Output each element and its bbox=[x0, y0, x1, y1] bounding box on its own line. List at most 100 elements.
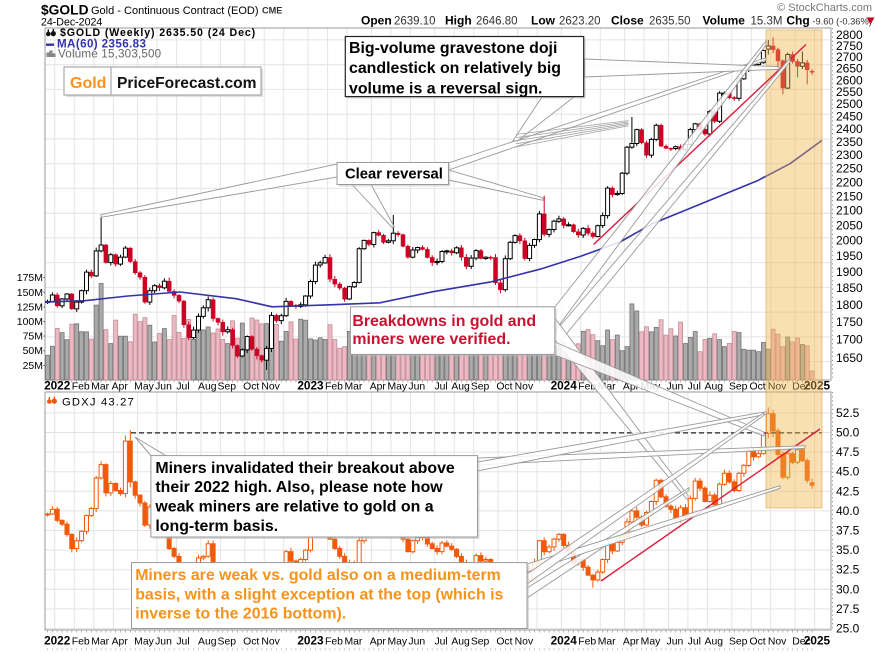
svg-text:Mar: Mar bbox=[344, 637, 362, 648]
svg-text:Feb: Feb bbox=[325, 382, 343, 393]
svg-text:Nov: Nov bbox=[261, 382, 280, 393]
svg-text:Nov: Nov bbox=[515, 382, 534, 393]
svg-text:Dec: Dec bbox=[792, 382, 810, 393]
svg-text:GDXJ 43.27: GDXJ 43.27 bbox=[62, 397, 135, 409]
svg-text:Feb: Feb bbox=[578, 382, 596, 393]
svg-text:15.3M: 15.3M bbox=[751, 16, 783, 28]
svg-text:Sep: Sep bbox=[218, 382, 237, 393]
svg-text:175M: 175M bbox=[17, 272, 43, 284]
svg-text:Apr: Apr bbox=[370, 637, 387, 648]
svg-text:Gold: Gold bbox=[70, 75, 106, 92]
svg-text:2022: 2022 bbox=[44, 379, 71, 393]
svg-text:2635.50: 2635.50 bbox=[649, 16, 691, 28]
svg-text:2639.10: 2639.10 bbox=[394, 16, 436, 28]
svg-text:Aug: Aug bbox=[198, 382, 217, 393]
svg-text:24-Dec-2024: 24-Dec-2024 bbox=[41, 17, 102, 29]
svg-text:Volume 15,303,500: Volume 15,303,500 bbox=[58, 48, 161, 61]
svg-text:2024: 2024 bbox=[551, 379, 578, 393]
svg-text:Big-volume gravestone doji: Big-volume gravestone doji bbox=[349, 40, 557, 57]
svg-text:2023: 2023 bbox=[297, 634, 324, 648]
svg-text:Jul: Jul bbox=[688, 382, 701, 393]
svg-text:long-term basis.: long-term basis. bbox=[155, 518, 278, 535]
svg-text:Sep: Sep bbox=[218, 637, 237, 648]
svg-text:Aug: Aug bbox=[705, 637, 724, 648]
svg-text:May: May bbox=[387, 637, 407, 648]
svg-text:Mar: Mar bbox=[91, 637, 109, 648]
svg-text:30.0: 30.0 bbox=[836, 582, 860, 596]
svg-text:45.0: 45.0 bbox=[836, 465, 860, 479]
svg-text:Apr: Apr bbox=[112, 637, 129, 648]
svg-text:Nov: Nov bbox=[261, 637, 280, 648]
svg-text:Aug: Aug bbox=[451, 382, 470, 393]
svg-text:1950: 1950 bbox=[836, 249, 863, 263]
svg-text:Oct: Oct bbox=[750, 637, 766, 648]
svg-text:Open: Open bbox=[361, 14, 392, 28]
svg-text:2623.20: 2623.20 bbox=[559, 16, 601, 28]
svg-text:inverse to the 2016 bottom).: inverse to the 2016 bottom). bbox=[135, 606, 346, 623]
svg-text:Nov: Nov bbox=[515, 637, 534, 648]
svg-text:25.0: 25.0 bbox=[836, 622, 860, 636]
svg-text:Aug: Aug bbox=[198, 637, 217, 648]
svg-text:candlestick on relatively big: candlestick on relatively big bbox=[349, 60, 561, 77]
svg-text:Jul: Jul bbox=[688, 637, 701, 648]
svg-text:1850: 1850 bbox=[836, 281, 863, 295]
svg-text:75M: 75M bbox=[23, 331, 43, 343]
svg-text:2000: 2000 bbox=[836, 233, 863, 247]
svg-text:42.5: 42.5 bbox=[836, 484, 860, 498]
svg-text:2750: 2750 bbox=[836, 39, 863, 53]
svg-text:47.5: 47.5 bbox=[836, 445, 860, 459]
svg-text:Chg: Chg bbox=[786, 14, 809, 28]
svg-text:Jun: Jun bbox=[155, 382, 172, 393]
svg-text:1800: 1800 bbox=[836, 298, 863, 312]
svg-text:Apr: Apr bbox=[623, 382, 640, 393]
svg-text:Miners invalidated their break: Miners invalidated their breakout above bbox=[155, 460, 455, 477]
svg-text:basis, with a slight exception: basis, with a slight exception at the to… bbox=[135, 587, 503, 604]
svg-text:Dec: Dec bbox=[792, 637, 810, 648]
svg-text:Sep: Sep bbox=[471, 637, 490, 648]
svg-text:150M: 150M bbox=[17, 287, 43, 299]
svg-text:2600: 2600 bbox=[836, 73, 863, 87]
svg-text:Volume: Volume bbox=[703, 14, 746, 28]
svg-text:2550: 2550 bbox=[836, 85, 863, 99]
svg-text:Low: Low bbox=[531, 14, 556, 28]
svg-text:2023: 2023 bbox=[297, 379, 324, 393]
svg-text:MA(60) 2356.83: MA(60) 2356.83 bbox=[57, 38, 147, 51]
svg-text:2025: 2025 bbox=[804, 634, 831, 648]
svg-text:Jul: Jul bbox=[176, 637, 189, 648]
svg-text:Nov: Nov bbox=[768, 382, 787, 393]
svg-text:2450: 2450 bbox=[836, 110, 863, 124]
svg-text:52.5: 52.5 bbox=[836, 406, 860, 420]
svg-text:May: May bbox=[641, 637, 661, 648]
svg-text:Jun: Jun bbox=[667, 637, 684, 648]
svg-text:2500: 2500 bbox=[836, 97, 863, 111]
svg-text:2024: 2024 bbox=[551, 634, 578, 648]
svg-text:1700: 1700 bbox=[836, 333, 863, 347]
svg-text:Apr: Apr bbox=[112, 382, 129, 393]
svg-text:2650: 2650 bbox=[836, 62, 863, 76]
svg-text:PriceForecast.com: PriceForecast.com bbox=[117, 75, 257, 92]
svg-text:Oct: Oct bbox=[243, 382, 259, 393]
svg-text:Sep: Sep bbox=[729, 637, 748, 648]
svg-text:Jul: Jul bbox=[434, 637, 447, 648]
svg-text:Aug: Aug bbox=[705, 382, 724, 393]
svg-text:Jul: Jul bbox=[434, 382, 447, 393]
svg-text:2800: 2800 bbox=[836, 28, 863, 42]
svg-text:Oct: Oct bbox=[243, 637, 259, 648]
svg-text:2300: 2300 bbox=[836, 148, 863, 162]
svg-text:High: High bbox=[445, 14, 472, 28]
svg-text:Mar: Mar bbox=[91, 382, 109, 393]
svg-text:Sep: Sep bbox=[471, 382, 490, 393]
svg-text:Feb: Feb bbox=[72, 637, 90, 648]
svg-text:25M: 25M bbox=[23, 360, 43, 372]
svg-text:1750: 1750 bbox=[836, 315, 863, 329]
svg-text:2050: 2050 bbox=[836, 218, 863, 232]
svg-text:2250: 2250 bbox=[836, 162, 863, 176]
svg-text:Close: Close bbox=[611, 14, 644, 28]
svg-text:Clear reversal: Clear reversal bbox=[345, 167, 443, 183]
svg-text:Miners are weak vs. gold also: Miners are weak vs. gold also on a mediu… bbox=[135, 567, 501, 584]
svg-text:2200: 2200 bbox=[836, 175, 863, 189]
svg-text:Apr: Apr bbox=[370, 382, 387, 393]
svg-text:Feb: Feb bbox=[578, 637, 596, 648]
svg-text:2646.80: 2646.80 bbox=[476, 16, 518, 28]
svg-text:Oct: Oct bbox=[750, 382, 766, 393]
